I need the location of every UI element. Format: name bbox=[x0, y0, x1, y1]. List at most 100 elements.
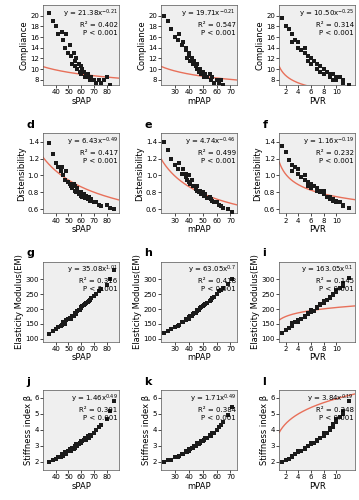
Point bbox=[76, 440, 81, 448]
Point bbox=[63, 168, 69, 175]
Point bbox=[302, 312, 308, 320]
Point bbox=[327, 73, 333, 81]
Point bbox=[221, 284, 227, 292]
Point bbox=[47, 9, 52, 17]
Point bbox=[194, 438, 200, 446]
Point bbox=[67, 314, 73, 322]
Point bbox=[58, 322, 64, 330]
Point bbox=[308, 306, 314, 314]
Point bbox=[302, 445, 308, 453]
Point bbox=[179, 450, 185, 458]
Point bbox=[292, 318, 298, 326]
Point bbox=[318, 302, 323, 310]
Point bbox=[193, 185, 199, 193]
Point bbox=[85, 70, 90, 78]
Point bbox=[229, 208, 235, 216]
Point bbox=[187, 312, 193, 320]
Point bbox=[161, 138, 167, 145]
Point bbox=[161, 330, 167, 338]
Point bbox=[186, 314, 192, 322]
Point bbox=[200, 437, 206, 445]
Point bbox=[292, 36, 298, 44]
Point bbox=[74, 442, 80, 450]
Point bbox=[229, 276, 235, 283]
Point bbox=[80, 65, 85, 73]
Point bbox=[50, 150, 56, 158]
Point bbox=[305, 52, 311, 60]
X-axis label: mPAP: mPAP bbox=[187, 482, 211, 490]
Point bbox=[47, 330, 52, 338]
Point bbox=[87, 76, 93, 84]
Point bbox=[340, 410, 346, 418]
Point bbox=[59, 163, 65, 171]
Point bbox=[172, 324, 178, 332]
Point bbox=[337, 284, 342, 292]
Point bbox=[183, 44, 189, 52]
Point bbox=[190, 182, 196, 190]
Point bbox=[165, 456, 171, 464]
Point bbox=[194, 440, 200, 448]
Point bbox=[308, 308, 314, 316]
X-axis label: PVR: PVR bbox=[309, 96, 326, 106]
Point bbox=[308, 60, 314, 68]
Point bbox=[96, 422, 102, 430]
X-axis label: mPAP: mPAP bbox=[187, 96, 211, 106]
Point bbox=[87, 430, 93, 438]
Point bbox=[85, 195, 90, 203]
Point bbox=[199, 70, 204, 78]
Text: d: d bbox=[26, 120, 34, 130]
Point bbox=[289, 168, 295, 175]
Point bbox=[225, 205, 230, 213]
Point bbox=[286, 324, 292, 332]
Point bbox=[186, 447, 192, 455]
Point bbox=[218, 76, 224, 84]
Text: a: a bbox=[26, 0, 34, 2]
Point bbox=[199, 190, 204, 198]
Point bbox=[96, 76, 102, 84]
Point bbox=[50, 17, 56, 25]
Point bbox=[289, 322, 295, 330]
Point bbox=[330, 290, 336, 298]
Point bbox=[199, 437, 204, 445]
Point bbox=[68, 52, 74, 60]
Point bbox=[66, 178, 71, 186]
Point bbox=[186, 178, 192, 186]
Point bbox=[165, 17, 171, 25]
Point bbox=[225, 280, 230, 288]
Point bbox=[299, 46, 304, 54]
Point bbox=[201, 436, 207, 444]
Text: y = 10.50x$^{-0.25}$
R² = 0.314
P < 0.001: y = 10.50x$^{-0.25}$ R² = 0.314 P < 0.00… bbox=[299, 8, 354, 36]
Point bbox=[193, 442, 199, 450]
Point bbox=[78, 437, 84, 445]
Point bbox=[214, 76, 219, 84]
Point bbox=[280, 458, 285, 466]
Point bbox=[165, 146, 171, 154]
Point bbox=[221, 418, 227, 426]
Point bbox=[99, 421, 104, 429]
Y-axis label: Stiffness index β: Stiffness index β bbox=[142, 395, 151, 465]
Point bbox=[337, 413, 342, 421]
Point bbox=[101, 76, 107, 84]
Point bbox=[314, 436, 320, 444]
Point bbox=[99, 285, 104, 293]
Point bbox=[334, 197, 339, 205]
Text: y = 63.05x$^{0.7}$
R² = 0.418
P < 0.001: y = 63.05x$^{0.7}$ R² = 0.418 P < 0.001 bbox=[188, 264, 236, 292]
Point bbox=[61, 36, 66, 44]
Point bbox=[66, 316, 71, 324]
Point bbox=[340, 282, 346, 290]
Point bbox=[295, 170, 301, 178]
Point bbox=[91, 429, 97, 437]
Point bbox=[55, 163, 61, 171]
Point bbox=[71, 445, 76, 453]
Point bbox=[334, 73, 339, 81]
Point bbox=[71, 49, 76, 57]
Point bbox=[165, 328, 171, 336]
Point bbox=[81, 68, 87, 76]
Point bbox=[305, 442, 311, 450]
Point bbox=[62, 176, 67, 184]
Point bbox=[88, 432, 94, 440]
Point bbox=[72, 182, 78, 190]
Point bbox=[183, 447, 189, 455]
Point bbox=[61, 172, 66, 179]
Point bbox=[185, 316, 190, 324]
